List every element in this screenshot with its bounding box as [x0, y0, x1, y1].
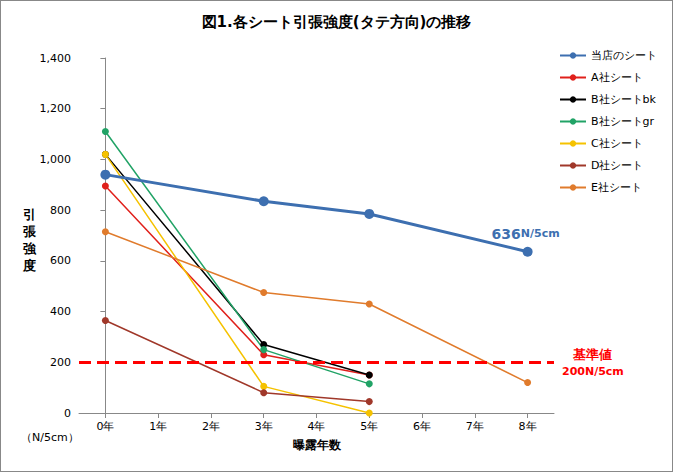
svg-text:引: 引 [23, 207, 36, 222]
svg-text:6年: 6年 [413, 420, 431, 433]
svg-text:400: 400 [50, 305, 71, 318]
svg-text:1,200: 1,200 [40, 102, 72, 115]
svg-text:B社シートgr: B社シートgr [591, 115, 655, 128]
svg-text:636: 636 [492, 226, 521, 242]
svg-text:E社シート: E社シート [591, 181, 642, 194]
svg-text:2年: 2年 [202, 420, 220, 433]
svg-text:基準値: 基準値 [572, 347, 612, 362]
svg-text:0: 0 [64, 407, 71, 420]
svg-text:800: 800 [50, 204, 71, 217]
svg-text:度: 度 [22, 258, 36, 273]
svg-text:A社シート: A社シート [591, 71, 643, 84]
svg-text:0年: 0年 [96, 420, 114, 433]
svg-text:5年: 5年 [360, 420, 378, 433]
svg-text:（N/5cm）: （N/5cm） [21, 431, 79, 444]
svg-text:8年: 8年 [519, 420, 537, 433]
svg-text:7年: 7年 [466, 420, 484, 433]
svg-text:1年: 1年 [149, 420, 167, 433]
svg-text:N/5cm: N/5cm [521, 227, 560, 240]
svg-text:1,400: 1,400 [40, 52, 72, 65]
svg-text:B社シートbk: B社シートbk [591, 93, 657, 106]
svg-text:200: 200 [50, 356, 71, 369]
svg-text:3年: 3年 [255, 420, 273, 433]
svg-text:張: 張 [23, 224, 37, 239]
svg-text:D社シート: D社シート [591, 159, 643, 172]
svg-text:1,000: 1,000 [40, 153, 72, 166]
svg-text:200N/5cm: 200N/5cm [562, 365, 624, 378]
svg-text:図1.各シート引張強度(タテ方向)の推移: 図1.各シート引張強度(タテ方向)の推移 [202, 13, 472, 31]
svg-text:C社シート: C社シート [591, 137, 643, 150]
svg-text:曝露年数: 曝露年数 [293, 438, 342, 452]
svg-text:当店のシート: 当店のシート [591, 49, 657, 62]
svg-text:4年: 4年 [308, 420, 326, 433]
svg-text:強: 強 [23, 241, 37, 256]
svg-text:600: 600 [50, 254, 71, 267]
